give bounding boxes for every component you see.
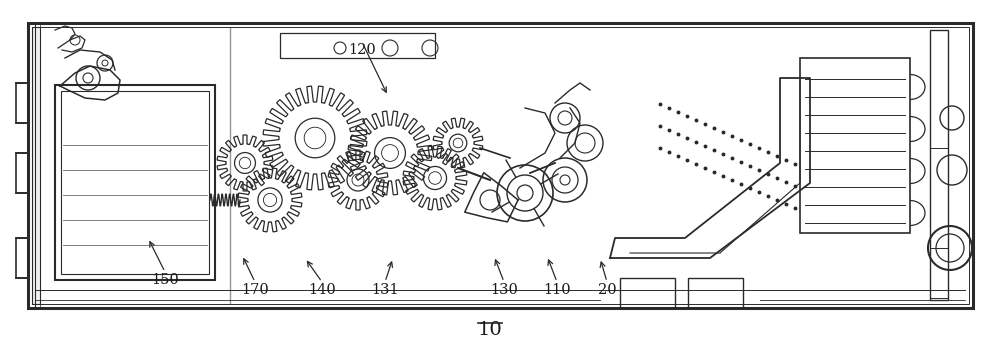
Bar — [16, 83, 28, 123]
Bar — [32, 27, 40, 304]
Bar — [16, 238, 28, 278]
Bar — [800, 58, 910, 233]
Text: 20: 20 — [598, 283, 616, 297]
Text: 150: 150 — [151, 273, 179, 287]
Bar — [688, 278, 743, 308]
Text: 170: 170 — [241, 283, 269, 297]
Text: 130: 130 — [490, 283, 518, 297]
Text: 131: 131 — [371, 283, 399, 297]
Bar — [16, 153, 28, 193]
Bar — [61, 91, 209, 274]
Bar — [32, 27, 969, 304]
Bar — [55, 85, 215, 280]
Text: 10: 10 — [478, 321, 502, 339]
Text: 140: 140 — [308, 283, 336, 297]
Text: 110: 110 — [543, 283, 571, 297]
Bar — [28, 23, 973, 308]
Text: 120: 120 — [348, 43, 376, 57]
Bar — [280, 33, 435, 58]
Bar — [620, 278, 675, 308]
Bar — [930, 30, 948, 300]
